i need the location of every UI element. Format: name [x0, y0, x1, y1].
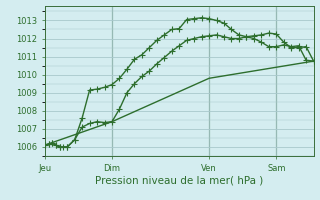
X-axis label: Pression niveau de la mer( hPa ): Pression niveau de la mer( hPa )	[95, 175, 263, 185]
